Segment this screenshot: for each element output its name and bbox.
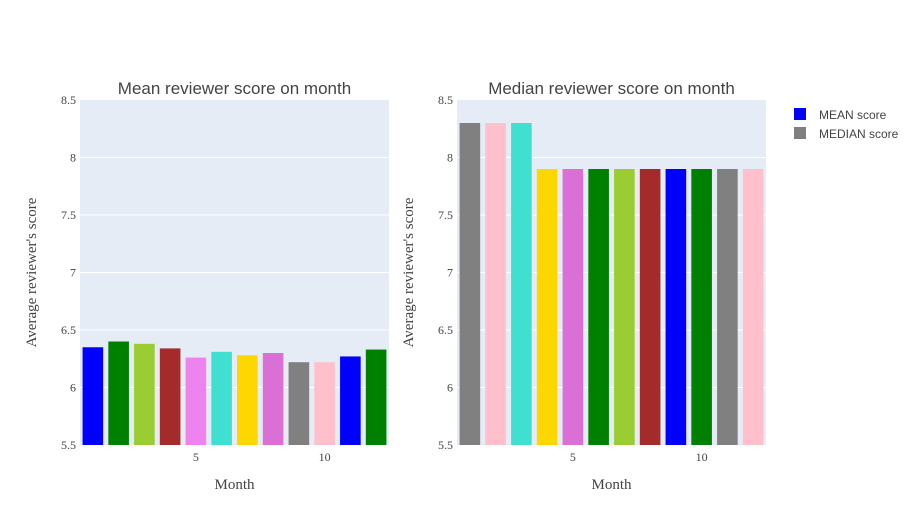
bar-month-5[interactable] <box>185 357 207 445</box>
bar-month-12[interactable] <box>365 349 387 445</box>
bar-month-5[interactable] <box>562 169 584 445</box>
y-tick-label: 7 <box>70 266 76 280</box>
bars <box>459 123 764 445</box>
chart-title: Median reviewer score on month <box>488 79 735 98</box>
gridlines <box>457 157 766 388</box>
y-tick-label: 6 <box>70 381 76 395</box>
x-tick-label: 5 <box>570 450 576 464</box>
legend-item-mean[interactable]: MEAN score <box>794 108 887 122</box>
y-tick-label: 7 <box>447 266 453 280</box>
y-tick-label: 7.5 <box>438 208 453 222</box>
bar-month-3[interactable] <box>511 123 532 445</box>
x-axis-title: Month <box>214 477 255 493</box>
bar-month-9[interactable] <box>665 169 687 445</box>
bar-month-4[interactable] <box>536 169 558 445</box>
legend: MEAN score MEDIAN score <box>794 108 899 141</box>
bar-month-2[interactable] <box>108 341 129 446</box>
y-tick-label: 6.5 <box>438 323 453 337</box>
y-tick-label: 8 <box>447 151 453 165</box>
y-tick-label: 8.5 <box>61 93 76 107</box>
x-tick-label: 5 <box>193 450 199 464</box>
y-tick-labels: 5.5 6 6.5 7 7.5 8 8.5 <box>438 93 453 452</box>
bar-month-11[interactable] <box>717 169 738 445</box>
y-tick-label: 5.5 <box>438 438 453 452</box>
y-axis-title: Average reviewer's score <box>24 197 40 347</box>
gridlines <box>80 157 389 388</box>
bar-month-3[interactable] <box>134 343 155 445</box>
mean-score-panel: 5.5 6 6.5 7 7.5 8 8.5 5 10 Mean reviewer score … <box>24 79 389 493</box>
chart-title: Mean reviewer score on month <box>118 79 351 98</box>
bar-month-2[interactable] <box>485 123 506 445</box>
y-tick-label: 8.5 <box>438 93 453 107</box>
x-axis-title: Month <box>591 477 632 493</box>
y-tick-label: 7.5 <box>61 208 76 222</box>
y-tick-labels: 5.5 6 6.5 7 7.5 8 8.5 <box>61 93 76 452</box>
y-tick-label: 6.5 <box>61 323 76 337</box>
bar-month-6[interactable] <box>211 351 232 445</box>
legend-swatch-mean <box>794 108 806 120</box>
x-tick-labels: 5 10 <box>570 450 708 464</box>
bar-month-11[interactable] <box>340 356 361 445</box>
bar-month-10[interactable] <box>691 169 712 445</box>
bar-month-8[interactable] <box>262 353 284 445</box>
legend-label-median: MEDIAN score <box>819 127 899 141</box>
y-tick-label: 6 <box>447 381 453 395</box>
y-tick-label: 8 <box>70 151 76 165</box>
y-tick-label: 5.5 <box>61 438 76 452</box>
x-tick-label: 10 <box>696 450 708 464</box>
bar-month-7[interactable] <box>237 355 258 445</box>
bar-month-10[interactable] <box>314 362 335 445</box>
bars <box>82 341 387 446</box>
legend-item-median[interactable]: MEDIAN score <box>794 127 899 141</box>
bar-month-12[interactable] <box>742 169 764 445</box>
bar-month-6[interactable] <box>588 169 609 445</box>
median-score-panel: 5.5 6 6.5 7 7.5 8 8.5 5 10 Median reviewer scor… <box>401 79 766 493</box>
bar-month-1[interactable] <box>459 123 481 445</box>
bar-month-8[interactable] <box>639 169 661 445</box>
bar-month-9[interactable] <box>288 362 310 445</box>
x-tick-label: 10 <box>319 450 331 464</box>
legend-label-mean: MEAN score <box>819 108 887 122</box>
y-axis-title: Average reviewer's score <box>401 197 417 347</box>
bar-month-7[interactable] <box>614 169 635 445</box>
x-tick-labels: 5 10 <box>193 450 331 464</box>
bar-month-1[interactable] <box>82 347 104 445</box>
legend-swatch-median <box>794 127 806 139</box>
bar-month-4[interactable] <box>159 348 181 445</box>
